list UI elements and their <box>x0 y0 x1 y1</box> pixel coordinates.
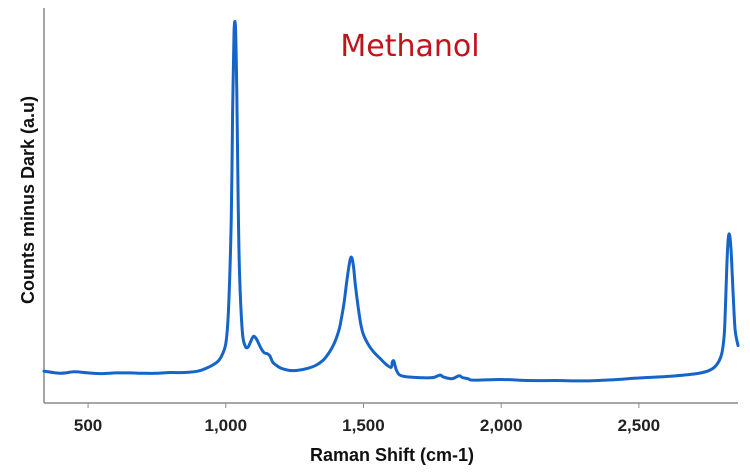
spectrum-line <box>42 19 740 383</box>
x-tick-label: 2,500 <box>618 416 661 435</box>
x-axis-title: Raman Shift (cm-1) <box>310 445 474 465</box>
x-tick-label: 1,500 <box>342 416 385 435</box>
x-tick-label: 1,000 <box>204 416 247 435</box>
chart-title: Methanol <box>340 29 479 64</box>
x-tick-label: 2,000 <box>480 416 523 435</box>
y-axis-title: Counts minus Dark (a.u) <box>18 96 38 304</box>
x-tick-label: 500 <box>74 416 102 435</box>
axes <box>43 8 738 404</box>
series-layer <box>42 19 740 383</box>
x-axis-ticks: 500 1,000 1,500 2,000 2,500 <box>74 403 660 435</box>
